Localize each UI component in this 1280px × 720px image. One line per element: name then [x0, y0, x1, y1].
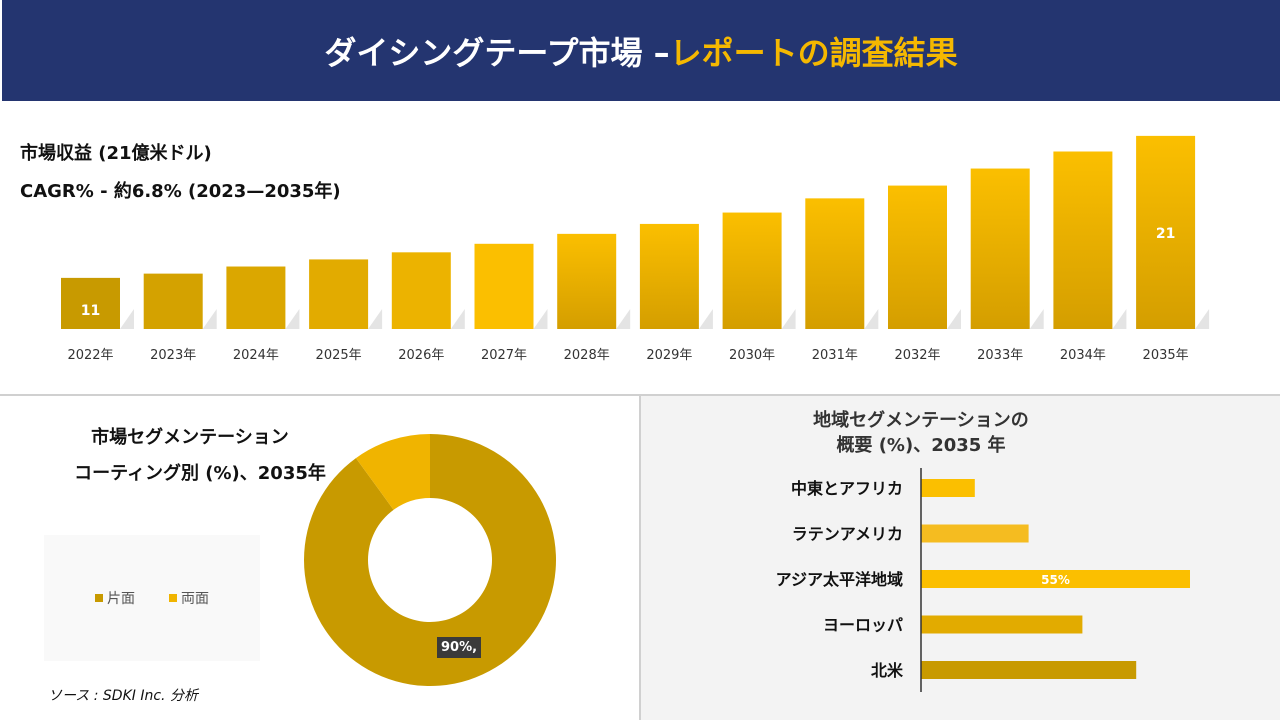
donut-title-2: コーティング別 (%)、2035年	[74, 463, 326, 484]
region-label: 北米	[871, 661, 904, 680]
x-tick-label: 2024年	[233, 348, 279, 363]
bar	[61, 277, 120, 329]
bar	[805, 198, 865, 329]
x-tick-label: 2035年	[1143, 348, 1189, 363]
region-title-2: 概要 (%)、2035 年	[836, 435, 1006, 456]
revenue-title: 市場収益 (21億米ドル)	[20, 143, 212, 164]
bar	[970, 168, 1030, 329]
title-accent: レポートの調査結果	[669, 33, 958, 72]
bar-shadow	[368, 309, 383, 329]
bar-shadow	[864, 309, 879, 329]
x-tick-label: 2022年	[67, 348, 113, 363]
region-bar	[921, 524, 1029, 543]
bar	[722, 212, 782, 329]
divider	[639, 396, 641, 720]
region-bar	[921, 615, 1083, 634]
region-label: ヨーロッパ	[823, 616, 903, 635]
bar-shadow	[202, 309, 217, 329]
bar	[309, 259, 369, 329]
legend-swatch	[95, 594, 103, 602]
bar-shadow	[781, 309, 796, 329]
divider	[0, 394, 1280, 396]
region-bar	[921, 570, 1190, 588]
bar-shadow	[698, 309, 713, 329]
legend-swatch	[169, 594, 177, 602]
x-tick-label: 2026年	[398, 348, 444, 363]
revenue-bar-chart: 2022年 11 2023年 2024年 2025年 2026年 2027年 2028年 202…	[61, 135, 1210, 363]
data-label: 21	[1156, 226, 1175, 242]
region-label: ラテンアメリカ	[792, 525, 903, 544]
x-tick-label: 2033年	[977, 348, 1023, 363]
bar-shadow	[120, 309, 134, 329]
region-label: アジア太平洋地域	[776, 570, 903, 589]
x-tick-label: 2031年	[812, 348, 858, 363]
bar	[557, 233, 617, 329]
bar-shadow	[285, 309, 300, 329]
bar-shadow	[616, 309, 631, 329]
bar-shadow	[1195, 309, 1210, 329]
data-label: 11	[81, 303, 100, 319]
legend-item: 両面	[169, 588, 209, 608]
region-bar	[921, 661, 1137, 679]
bar-shadow	[450, 309, 465, 329]
donut-slice	[355, 434, 430, 510]
bar	[226, 266, 286, 329]
legend-label: 両面	[181, 591, 209, 607]
data-label: 55%	[1041, 573, 1070, 587]
x-tick-label: 2028年	[564, 348, 610, 363]
cagr-subtitle: CAGR% - 約6.8% (2023—2035年)	[20, 181, 341, 202]
title-main: ダイシングテープ市場 –	[324, 33, 670, 72]
legend-label: 片面	[107, 591, 135, 607]
bar	[391, 252, 451, 329]
x-tick-label: 2027年	[481, 348, 527, 363]
donut-title-1: 市場セグメンテーション	[91, 427, 289, 448]
x-tick-label: 2030年	[729, 348, 775, 363]
x-tick-label: 2034年	[1060, 348, 1106, 363]
x-tick-label: 2023年	[150, 348, 196, 363]
donut-slice	[304, 434, 556, 686]
x-tick-label: 2025年	[316, 348, 362, 363]
donut-legend: 片面 両面	[44, 535, 260, 661]
source-note: ソース : SDKI Inc. 分析	[48, 688, 198, 704]
bar	[143, 273, 203, 329]
region-bar	[921, 479, 975, 497]
bar-shadow	[1112, 309, 1127, 329]
bar	[639, 223, 699, 329]
bar	[474, 243, 534, 329]
page-header: ダイシングテープ市場 – レポートの調査結果	[2, 0, 1280, 101]
bar	[1136, 135, 1196, 329]
bar	[888, 185, 947, 329]
coating-donut-chart	[304, 434, 556, 686]
bar-shadow	[533, 309, 548, 329]
region-label: 中東とアフリカ	[791, 479, 903, 498]
legend-item: 片面	[95, 588, 135, 608]
bar	[1053, 151, 1113, 329]
bar-shadow	[947, 309, 961, 329]
bar-shadow	[1029, 309, 1044, 329]
x-tick-label: 2032年	[894, 348, 940, 363]
region-title-1: 地域セグメンテーションの	[813, 410, 1029, 431]
donut-data-label: 90%,	[437, 637, 482, 658]
x-tick-label: 2029年	[646, 348, 692, 363]
